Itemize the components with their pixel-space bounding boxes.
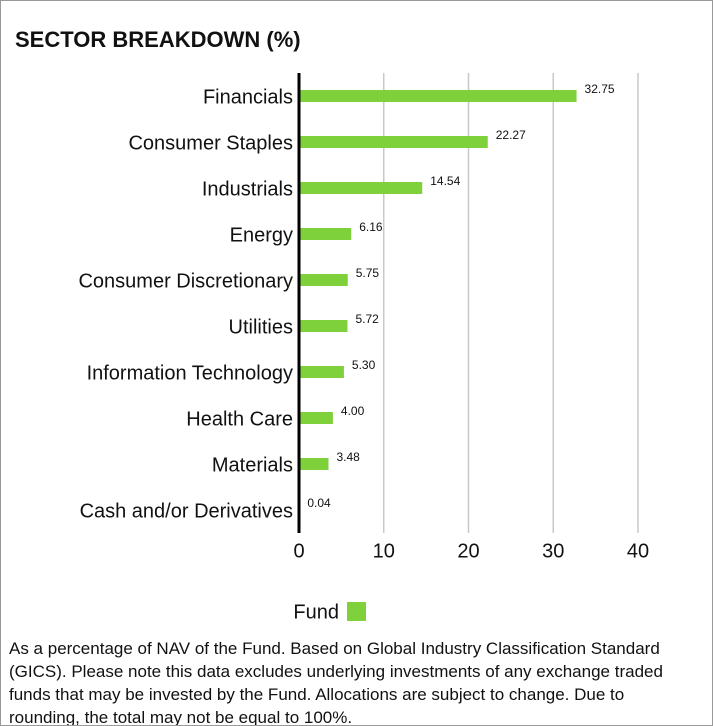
legend-label: Fund xyxy=(293,601,339,623)
value-label: 5.72 xyxy=(355,312,379,326)
x-tick-label: 20 xyxy=(457,540,479,562)
bar xyxy=(299,458,329,470)
y-tick-label: Health Care xyxy=(186,408,293,430)
value-label: 32.75 xyxy=(585,82,615,96)
y-tick-label: Cash and/or Derivatives xyxy=(80,500,293,522)
y-tick-label: Industrials xyxy=(202,178,293,200)
bar xyxy=(299,274,348,286)
value-label: 5.30 xyxy=(352,358,376,372)
y-tick-label: Materials xyxy=(212,454,293,476)
x-tick-label: 30 xyxy=(542,540,564,562)
bar xyxy=(299,366,344,378)
value-label: 4.00 xyxy=(341,404,365,418)
y-tick-label: Consumer Discretionary xyxy=(78,270,293,292)
x-tick-label: 10 xyxy=(373,540,395,562)
y-tick-label: Information Technology xyxy=(87,362,293,384)
bar xyxy=(299,228,352,240)
bar xyxy=(299,412,333,424)
chart: SECTOR BREAKDOWN (%) 0 10 20 30 40 Financials… xyxy=(15,27,649,623)
x-tick-label: 40 xyxy=(627,540,649,562)
bar xyxy=(299,136,488,148)
value-label: 22.27 xyxy=(496,128,526,142)
value-label: 0.04 xyxy=(307,496,331,510)
y-tick-label: Energy xyxy=(230,224,293,246)
x-tick-label: 0 xyxy=(293,540,304,562)
value-label: 5.75 xyxy=(356,266,380,280)
value-label: 14.54 xyxy=(430,174,460,188)
y-tick-label: Utilities xyxy=(229,316,293,338)
bar xyxy=(299,320,348,332)
y-tick-label: Financials xyxy=(203,86,293,108)
value-label: 3.48 xyxy=(336,450,360,464)
y-tick-label: Consumer Staples xyxy=(128,132,293,154)
value-label: 6.16 xyxy=(359,220,383,234)
bar xyxy=(299,90,577,102)
bar xyxy=(299,182,423,194)
chart-title: SECTOR BREAKDOWN (%) xyxy=(15,27,301,52)
legend-swatch xyxy=(347,602,366,621)
footnote: As a percentage of NAV of the Fund. Base… xyxy=(9,639,663,726)
